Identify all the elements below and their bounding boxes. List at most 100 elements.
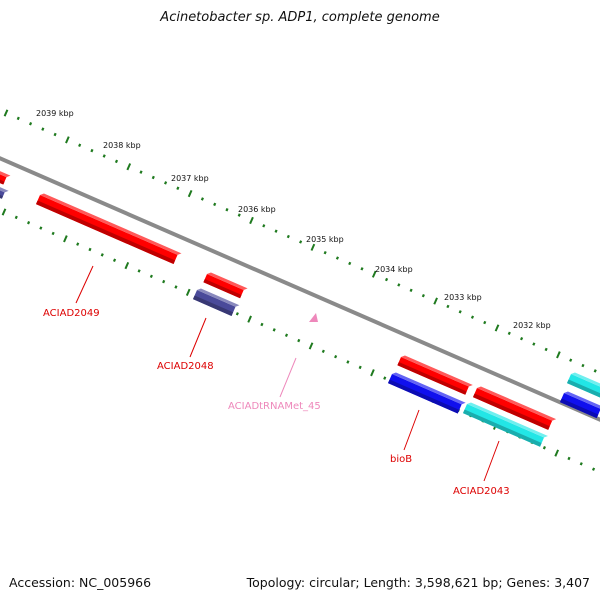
feature-top-face — [401, 355, 473, 387]
feature-top-face — [197, 288, 240, 307]
inner-minor-tick — [260, 322, 264, 327]
feature-shadow — [388, 379, 460, 414]
inner-major-tick — [554, 449, 560, 457]
outer-minor-tick — [323, 250, 327, 255]
kbp-label: 2036 kbp — [238, 205, 276, 214]
inner-minor-tick — [149, 274, 153, 279]
inner-minor-tick — [162, 279, 166, 284]
outer-major-tick — [310, 243, 316, 251]
gene-label: ACIAD2043 — [453, 486, 510, 497]
leader-line — [279, 357, 297, 398]
inner-minor-tick — [51, 231, 55, 236]
feature-top-face — [207, 272, 248, 290]
inner-minor-tick — [591, 467, 596, 471]
outer-major-tick — [65, 136, 70, 144]
outer-minor-tick — [151, 175, 155, 180]
inner-minor-tick — [346, 360, 350, 364]
outer-tick-track — [3, 109, 597, 373]
feature-top-face — [564, 391, 600, 409]
topology-text: Topology: circular; Length: 3,598,621 bp… — [246, 575, 590, 590]
outer-minor-tick — [470, 315, 475, 319]
gene-label: ACIAD2048 — [157, 361, 214, 372]
inner-minor-tick — [284, 333, 289, 337]
outer-major-tick — [187, 189, 193, 198]
feature-f5 — [193, 288, 240, 316]
outer-major-tick — [433, 297, 438, 305]
outer-major-tick — [556, 351, 561, 359]
inner-minor-tick — [334, 354, 338, 359]
leader-line — [483, 440, 500, 482]
outer-minor-tick — [335, 256, 340, 260]
feature-f8 — [388, 372, 466, 414]
feature-shadow — [203, 278, 242, 299]
feature-top-face — [40, 193, 182, 255]
outer-minor-tick — [458, 310, 462, 314]
inner-major-tick — [247, 315, 252, 323]
inner-major-tick — [370, 369, 375, 377]
feature-top-face — [571, 372, 600, 390]
outer-minor-tick — [286, 234, 290, 239]
outer-minor-tick — [274, 229, 278, 233]
leader-line — [75, 265, 94, 304]
gene-labels: ACIAD2049 ACIAD2048 ACIADtRNAMet_45 bioB ACI… — [43, 308, 510, 497]
leader-line — [189, 317, 207, 358]
kbp-label: 2033 kbp — [444, 293, 482, 302]
inner-major-tick — [185, 288, 191, 296]
outer-minor-tick — [200, 197, 204, 201]
kbp-label: 2035 kbp — [306, 235, 344, 244]
inner-minor-tick — [542, 446, 546, 450]
outer-minor-tick — [114, 159, 119, 164]
outer-minor-tick — [28, 122, 33, 126]
outer-minor-tick — [299, 240, 303, 244]
inner-minor-tick — [297, 338, 301, 343]
outer-minor-tick — [164, 181, 168, 185]
inner-minor-tick — [88, 247, 92, 252]
kbp-label: 2037 kbp — [171, 174, 209, 183]
feature-f4 — [203, 272, 248, 299]
outer-minor-tick — [90, 148, 94, 153]
gene-label: ACIAD2049 — [43, 308, 100, 319]
outer-minor-tick — [78, 143, 82, 147]
kbp-label: 2039 kbp — [36, 109, 74, 118]
genome-backbone — [0, 156, 600, 422]
inner-major-tick — [124, 261, 130, 270]
label-leaders — [75, 265, 500, 482]
feature-f12 — [560, 391, 600, 419]
outer-minor-tick — [237, 213, 241, 217]
feature-shadow — [463, 409, 542, 447]
feature-top-face — [392, 372, 466, 405]
outer-minor-tick — [421, 293, 425, 298]
kbp-label: 2038 kbp — [103, 141, 141, 150]
kbp-label: 2032 kbp — [513, 321, 551, 330]
inner-minor-tick — [321, 349, 325, 354]
feature-track — [0, 168, 600, 447]
feature-f2 — [0, 184, 9, 199]
outer-minor-tick — [483, 320, 487, 325]
outer-minor-tick — [41, 127, 45, 131]
feature-f7 — [397, 355, 473, 395]
feature-shadow — [473, 393, 550, 430]
outer-minor-tick — [213, 202, 217, 207]
outer-minor-tick — [593, 369, 597, 373]
outer-minor-tick — [360, 267, 364, 271]
feature-f3 — [36, 193, 182, 265]
feature-shadow — [567, 379, 600, 400]
feature-top-face — [0, 184, 9, 193]
outer-minor-tick — [532, 342, 536, 346]
outer-minor-tick — [544, 347, 548, 352]
outer-major-tick — [371, 270, 377, 278]
feature-f1 — [0, 168, 11, 185]
kbp-labels: 2039 kbp 2038 kbp 2037 kbp 2036 kbp 2035 kbp… — [36, 109, 551, 330]
outer-minor-tick — [262, 224, 266, 228]
feature-f11 — [567, 372, 600, 400]
outer-minor-tick — [225, 207, 229, 212]
outer-minor-tick — [397, 283, 401, 287]
inner-minor-tick — [137, 269, 141, 273]
outer-major-tick — [494, 324, 500, 332]
outer-major-tick — [126, 163, 132, 171]
inner-minor-tick — [358, 365, 362, 370]
inner-major-tick — [63, 235, 68, 243]
feature-top-face — [477, 386, 557, 421]
